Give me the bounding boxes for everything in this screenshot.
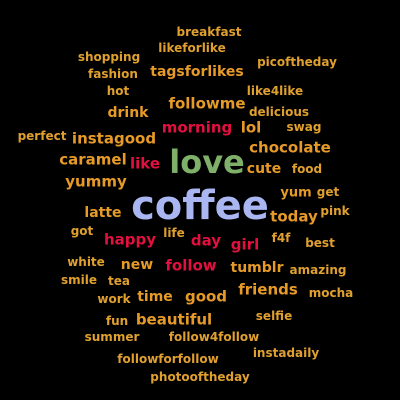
word-picoftheday: picoftheday [257, 55, 337, 69]
word-swag: swag [286, 120, 322, 134]
word-mocha: mocha [308, 286, 354, 300]
word-work: work [97, 292, 131, 306]
word-lol: lol [240, 118, 262, 137]
word-love: love [169, 143, 245, 181]
word-good: good [184, 287, 228, 306]
word-tea: tea [108, 274, 130, 288]
word-friends: friends [238, 280, 298, 299]
word-got: got [70, 224, 94, 238]
word-day: day [190, 231, 222, 250]
word-chocolate: chocolate [249, 138, 331, 157]
word-tagsforlikes: tagsforlikes [150, 64, 244, 80]
word-cute: cute [246, 161, 282, 177]
word-coffee: coffee [131, 183, 269, 229]
word-f4f: f4f [271, 231, 291, 245]
word-shopping: shopping [77, 50, 141, 64]
word-perfect: perfect [17, 129, 67, 143]
word-breakfast: breakfast [176, 25, 242, 39]
word-follow4follow: follow4follow [168, 330, 260, 344]
word-hot: hot [106, 84, 130, 98]
word-like: like [129, 154, 161, 173]
word-white: white [67, 255, 105, 269]
word-food: food [291, 162, 323, 176]
word-selfie: selfie [255, 309, 293, 323]
word-time: time [137, 289, 173, 305]
word-summer: summer [84, 330, 140, 344]
word-fun: fun [105, 314, 129, 328]
word-life: life [163, 226, 185, 240]
word-photooftheday: photooftheday [150, 370, 250, 384]
word-get: get [316, 185, 340, 199]
word-beautiful: beautiful [135, 310, 213, 329]
word-instagood: instagood [71, 129, 157, 148]
word-amazing: amazing [289, 263, 347, 277]
word-morning: morning [161, 118, 233, 137]
word-new: new [120, 257, 154, 273]
word-yum: yum [280, 185, 312, 201]
word-instadaily: instadaily [252, 346, 320, 360]
word-like4like: like4like [246, 84, 304, 98]
word-happy: happy [103, 230, 157, 249]
word-smile: smile [60, 273, 98, 287]
word-pink: pink [320, 204, 350, 218]
word-delicious: delicious [248, 105, 310, 119]
word-girl: girl [230, 235, 260, 254]
word-followme: followme [168, 94, 246, 113]
word-follow: follow [165, 256, 217, 275]
word-yummy: yummy [65, 172, 127, 191]
word-tumblr: tumblr [230, 260, 284, 276]
word-likeforlike: likeforlike [158, 41, 226, 55]
word-drink: drink [107, 105, 149, 121]
word-today: today [270, 207, 318, 226]
word-followforfollow: followforfollow [117, 352, 219, 366]
word-fashion: fashion [88, 67, 138, 81]
word-caramel: caramel [59, 150, 127, 169]
word-best: best [305, 236, 335, 250]
word-latte: latte [84, 205, 122, 221]
